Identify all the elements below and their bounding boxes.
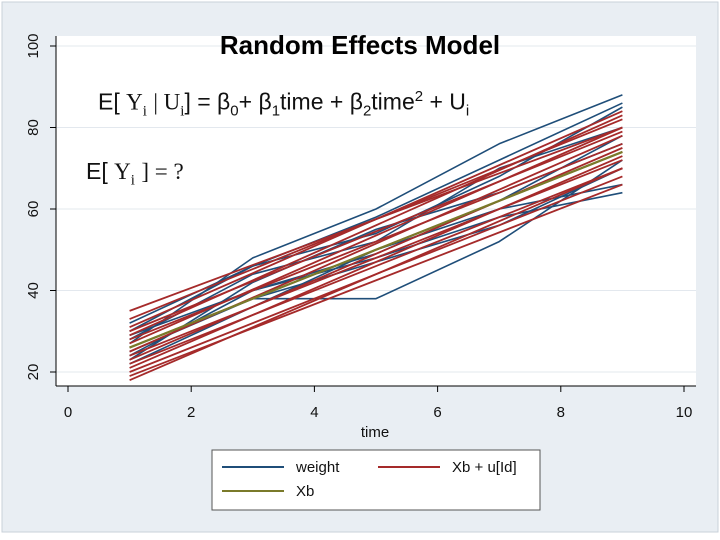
random-effect-line <box>129 126 623 345</box>
random-effect-line <box>129 147 623 361</box>
axes <box>55 36 696 387</box>
random-effect-line <box>129 167 623 381</box>
legend-label-xb: Xb <box>296 483 314 500</box>
equation-conditional: E[ Yi | Ui] = β0+ β1time + β2time2 + Ui <box>98 88 470 120</box>
equation-marginal: E[ Yi ] = ? <box>86 158 184 189</box>
tick-labels: 20 40 60 80 100 0 2 4 6 8 10 <box>25 33 692 421</box>
legend-label-xb-u: Xb + u[Id] <box>452 459 517 476</box>
data-lines <box>129 94 623 381</box>
x-tick-label: 10 <box>676 404 693 421</box>
x-tick-label: 8 <box>557 404 565 421</box>
y-tick-label: 60 <box>25 201 42 218</box>
x-tick-label: 6 <box>433 404 441 421</box>
legend: weight Xb + u[Id] Xb <box>211 449 541 511</box>
chart-title: Random Effects Model <box>220 30 500 60</box>
random-effect-line <box>129 167 623 365</box>
x-tick-label: 2 <box>187 404 195 421</box>
x-tick-label: 4 <box>310 404 318 421</box>
random-effect-line <box>129 114 623 337</box>
y-tick-label: 100 <box>25 33 42 58</box>
x-tick-label: 0 <box>64 404 72 421</box>
random-effect-line <box>129 155 623 369</box>
plot-background <box>56 36 696 386</box>
x-axis-label: time <box>361 424 389 441</box>
y-tick-label: 40 <box>25 282 42 299</box>
random-effect-line <box>129 110 623 328</box>
y-tick-label: 20 <box>25 364 42 381</box>
y-tick-label: 80 <box>25 119 42 136</box>
xb-series-line <box>129 150 623 349</box>
random-effect-line <box>129 159 623 357</box>
legend-label-weight: weight <box>295 459 340 476</box>
legend-box <box>211 449 541 511</box>
